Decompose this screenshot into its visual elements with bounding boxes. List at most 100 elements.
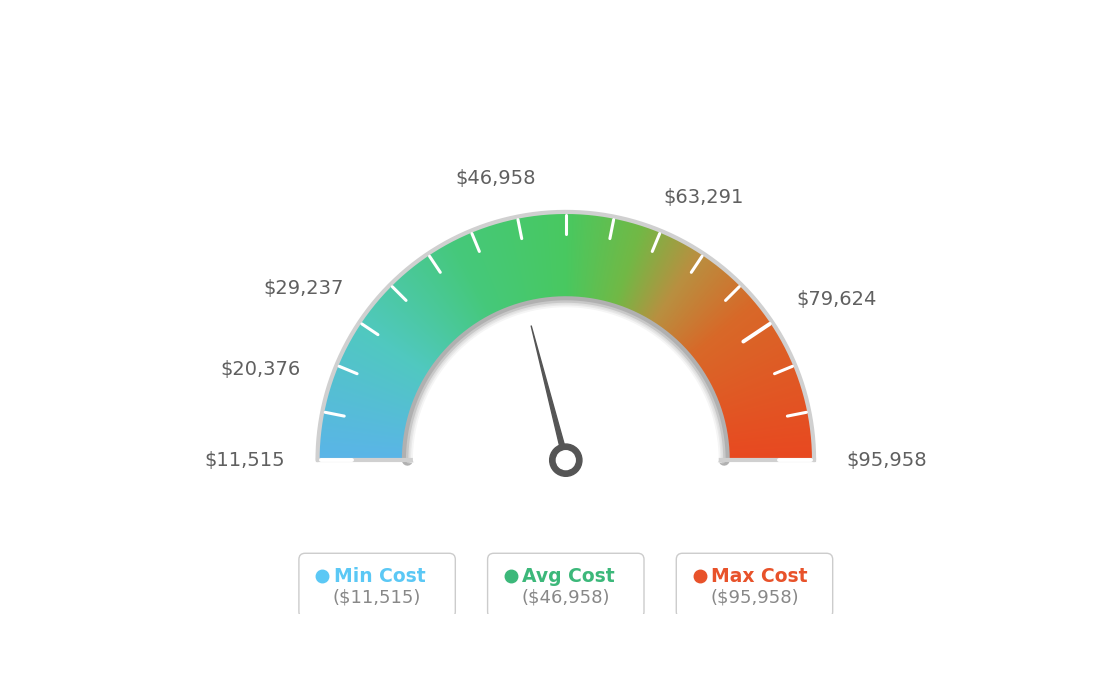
Wedge shape	[490, 223, 520, 313]
Wedge shape	[340, 356, 426, 396]
Wedge shape	[585, 214, 598, 308]
Wedge shape	[565, 212, 567, 306]
Wedge shape	[325, 402, 416, 425]
Wedge shape	[702, 344, 786, 388]
Wedge shape	[716, 411, 809, 431]
Wedge shape	[455, 237, 498, 323]
Wedge shape	[318, 440, 413, 449]
Wedge shape	[640, 244, 688, 326]
Wedge shape	[648, 250, 700, 331]
Wedge shape	[714, 397, 806, 422]
Wedge shape	[346, 344, 429, 388]
Wedge shape	[573, 212, 578, 306]
Wedge shape	[644, 246, 692, 328]
Wedge shape	[319, 434, 413, 445]
Wedge shape	[686, 304, 760, 364]
Wedge shape	[340, 355, 426, 395]
Wedge shape	[526, 215, 542, 308]
Wedge shape	[319, 428, 413, 441]
Wedge shape	[710, 372, 798, 406]
Wedge shape	[369, 308, 444, 366]
Wedge shape	[679, 293, 750, 357]
Wedge shape	[698, 333, 779, 382]
Wedge shape	[687, 307, 762, 366]
Wedge shape	[415, 262, 473, 338]
Wedge shape	[326, 394, 417, 420]
Wedge shape	[715, 404, 808, 426]
Wedge shape	[615, 225, 647, 315]
Wedge shape	[432, 250, 484, 331]
Wedge shape	[319, 429, 413, 442]
Wedge shape	[318, 444, 412, 451]
Wedge shape	[578, 213, 587, 307]
Wedge shape	[321, 413, 415, 432]
Wedge shape	[428, 253, 481, 332]
Wedge shape	[617, 226, 650, 315]
Wedge shape	[352, 333, 434, 382]
Wedge shape	[522, 215, 540, 308]
Wedge shape	[708, 363, 795, 401]
Wedge shape	[383, 291, 453, 356]
Wedge shape	[394, 280, 459, 349]
Polygon shape	[412, 306, 720, 460]
Wedge shape	[709, 371, 798, 405]
Wedge shape	[364, 314, 442, 371]
Wedge shape	[322, 411, 415, 431]
Wedge shape	[466, 233, 505, 319]
Wedge shape	[527, 215, 543, 308]
Wedge shape	[353, 330, 435, 380]
Wedge shape	[513, 217, 534, 310]
Wedge shape	[682, 298, 755, 361]
Wedge shape	[692, 318, 771, 373]
Wedge shape	[320, 424, 414, 439]
Wedge shape	[550, 213, 558, 306]
Wedge shape	[701, 342, 785, 388]
Wedge shape	[540, 213, 551, 307]
Wedge shape	[375, 299, 448, 362]
Wedge shape	[700, 338, 783, 385]
Wedge shape	[318, 451, 412, 455]
Wedge shape	[677, 288, 745, 354]
Wedge shape	[719, 434, 813, 445]
Wedge shape	[492, 223, 521, 313]
Wedge shape	[481, 226, 514, 315]
Wedge shape	[499, 221, 526, 312]
Wedge shape	[367, 310, 443, 368]
Text: ($11,515): ($11,515)	[333, 588, 422, 606]
Wedge shape	[652, 255, 707, 333]
Wedge shape	[328, 388, 418, 416]
Wedge shape	[712, 382, 802, 413]
Wedge shape	[720, 448, 814, 453]
Wedge shape	[672, 280, 737, 349]
Wedge shape	[567, 212, 571, 306]
Wedge shape	[703, 349, 788, 392]
Wedge shape	[431, 251, 482, 331]
Wedge shape	[634, 237, 677, 323]
Wedge shape	[465, 233, 503, 319]
Wedge shape	[470, 230, 508, 318]
Wedge shape	[574, 213, 580, 306]
Wedge shape	[614, 224, 644, 314]
Wedge shape	[711, 377, 800, 410]
Wedge shape	[343, 348, 428, 391]
Wedge shape	[719, 440, 814, 449]
Wedge shape	[705, 357, 793, 397]
Wedge shape	[633, 236, 675, 322]
Wedge shape	[524, 215, 541, 308]
Wedge shape	[661, 265, 721, 339]
Wedge shape	[344, 346, 429, 391]
Wedge shape	[426, 254, 480, 333]
Wedge shape	[704, 351, 789, 393]
Wedge shape	[361, 319, 439, 374]
Wedge shape	[558, 212, 562, 306]
Wedge shape	[457, 236, 499, 322]
Wedge shape	[507, 219, 530, 310]
Wedge shape	[461, 234, 502, 320]
Wedge shape	[326, 397, 417, 422]
Wedge shape	[553, 212, 559, 306]
Wedge shape	[320, 426, 413, 440]
Wedge shape	[639, 242, 686, 325]
Wedge shape	[720, 449, 814, 455]
Wedge shape	[351, 334, 433, 383]
Wedge shape	[603, 219, 627, 311]
